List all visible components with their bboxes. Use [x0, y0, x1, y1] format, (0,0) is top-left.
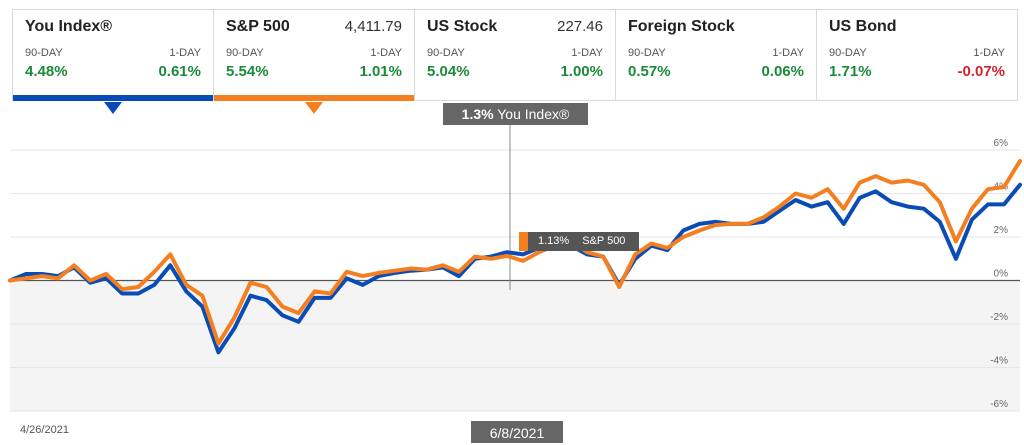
- tooltip-primary: 1.3% You Index®: [443, 103, 588, 125]
- tooltip-secondary-value: 1.13%: [538, 235, 570, 247]
- card-label-1-day: 1-DAY: [973, 47, 1005, 59]
- card-value-1-day: 1.00%: [560, 63, 603, 80]
- x-axis-start-label: 4/26/2021: [20, 424, 69, 436]
- series-line-0: [8, 182, 1022, 355]
- card-price: 227.46: [557, 18, 603, 35]
- card-selected-caret: [305, 102, 323, 114]
- y-tick-label: 0%: [994, 269, 1009, 280]
- card-name: Foreign Stock: [628, 18, 735, 35]
- card-price: 4,411.79: [344, 18, 402, 35]
- card-name: You Index®: [25, 18, 113, 35]
- card-label-1-day: 1-DAY: [571, 47, 603, 59]
- card-value-90-day: 0.57%: [628, 63, 671, 80]
- card-label-1-day: 1-DAY: [370, 47, 402, 59]
- card-label-90-day: 90-DAY: [226, 47, 264, 59]
- card-value-90-day: 1.71%: [829, 63, 872, 80]
- index-card-1[interactable]: S&P 500 4,411.79 90-DAY 1-DAY 5.54% 1.01%: [214, 10, 415, 114]
- card-name: US Bond: [829, 18, 897, 35]
- series-line-1: [8, 158, 1022, 346]
- card-name: S&P 500: [226, 18, 290, 35]
- y-tick-label: -2%: [990, 312, 1008, 323]
- card-value-1-day: 0.61%: [158, 63, 201, 80]
- tooltip-primary-value: 1.3%: [461, 106, 494, 122]
- tooltip-secondary: 1.13% S&P 500: [519, 232, 639, 251]
- y-tick-label: 6%: [994, 138, 1009, 149]
- index-card-0[interactable]: You Index® 90-DAY 1-DAY 4.48% 0.61%: [13, 10, 214, 114]
- card-name: US Stock: [427, 18, 498, 35]
- card-selected-bar: [13, 95, 213, 114]
- index-card-2[interactable]: US Stock 227.46 90-DAY 1-DAY 5.04% 1.00%: [415, 10, 616, 100]
- card-label-90-day: 90-DAY: [628, 47, 666, 59]
- y-tick-label: -6%: [990, 399, 1008, 410]
- card-label-90-day: 90-DAY: [829, 47, 867, 59]
- tooltip-secondary-swatch: [519, 232, 528, 251]
- card-value-1-day: -0.07%: [957, 63, 1005, 80]
- card-label-1-day: 1-DAY: [772, 47, 804, 59]
- card-value-1-day: 1.01%: [359, 63, 402, 80]
- card-label-90-day: 90-DAY: [427, 47, 465, 59]
- card-value-90-day: 5.04%: [427, 63, 470, 80]
- index-card-4[interactable]: US Bond 90-DAY 1-DAY 1.71% -0.07%: [817, 10, 1017, 100]
- card-label-1-day: 1-DAY: [169, 47, 201, 59]
- card-value-90-day: 4.48%: [25, 63, 68, 80]
- y-tick-label: 2%: [994, 225, 1009, 236]
- card-label-90-day: 90-DAY: [25, 47, 63, 59]
- tooltip-primary-series: You Index®: [497, 106, 570, 122]
- tooltip-date: 6/8/2021: [471, 421, 563, 443]
- y-tick-label: -4%: [990, 356, 1008, 367]
- index-cards: You Index® 90-DAY 1-DAY 4.48% 0.61% S&P 500 4,…: [12, 9, 1018, 114]
- tooltip-secondary-series: S&P 500: [582, 235, 626, 247]
- card-selected-bar: [214, 95, 414, 114]
- card-value-90-day: 5.54%: [226, 63, 269, 80]
- card-value-1-day: 0.06%: [761, 63, 804, 80]
- card-selected-caret: [104, 102, 122, 114]
- index-card-3[interactable]: Foreign Stock 90-DAY 1-DAY 0.57% 0.06%: [616, 10, 817, 100]
- negative-region: [10, 280, 1020, 411]
